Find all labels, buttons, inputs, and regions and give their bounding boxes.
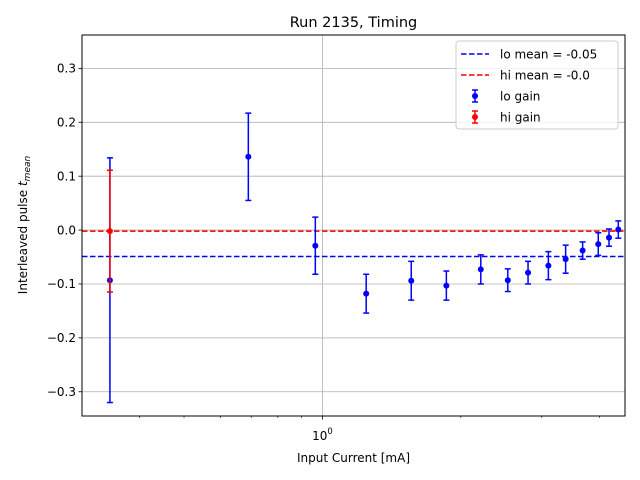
data-point (595, 232, 602, 257)
x-tick-label: 100 (312, 427, 333, 443)
data-point (606, 228, 613, 247)
data-point (408, 260, 415, 301)
y-tick-label: 0.0 (57, 223, 76, 237)
legend-lo-gain-label: lo gain (500, 90, 540, 104)
legend-hi-mean-label: hi mean = -0.0 (500, 69, 590, 83)
y-axis-label-main: Interleaved pulse (16, 186, 30, 294)
data-point (443, 270, 450, 301)
chart-title: Run 2135, Timing (290, 15, 418, 31)
y-tick-label: 0.3 (57, 62, 76, 76)
data-point (579, 241, 586, 260)
y-tick-label: −0.3 (47, 385, 76, 399)
legend-lo-gain-swatch (472, 89, 478, 103)
mean-lines (82, 230, 625, 258)
data-point (363, 273, 370, 314)
x-tick-label-base: 10 (312, 429, 327, 443)
y-tick-label: 0.1 (57, 169, 76, 183)
data-point (106, 169, 113, 293)
y-axis-label-subscript: mean (23, 156, 33, 182)
data-point (245, 112, 252, 202)
data-point (525, 260, 532, 285)
plot-frame (81, 34, 626, 417)
x-axis-label: Input Current [mA] (297, 451, 410, 465)
data-point (477, 254, 484, 285)
y-tick-label: 0.2 (57, 116, 76, 130)
legend-box (455, 40, 619, 130)
legend-hi-gain-swatch (472, 110, 478, 124)
y-tick-label: −0.2 (47, 331, 76, 345)
legend: lo mean = -0.05 hi mean = -0.0 lo gain h… (455, 40, 619, 130)
data-point (312, 216, 319, 276)
legend-hi-gain-label: hi gain (500, 111, 541, 125)
legend-lo-mean-label: lo mean = -0.05 (500, 48, 597, 62)
data-point (615, 220, 622, 239)
x-tick-label-exponent: 0 (327, 427, 332, 437)
y-axis-label-symbol: t (16, 180, 30, 186)
data-points (106, 112, 622, 404)
y-tick-label: −0.1 (47, 277, 76, 291)
data-point (562, 244, 569, 274)
data-point (504, 268, 511, 293)
y-axis-label: Interleaved pulse tmean (16, 156, 33, 295)
axis-ticks: −0.3 −0.2 −0.1 0.0 0.1 0.2 0.3 100 (47, 62, 600, 443)
data-point (545, 250, 552, 281)
